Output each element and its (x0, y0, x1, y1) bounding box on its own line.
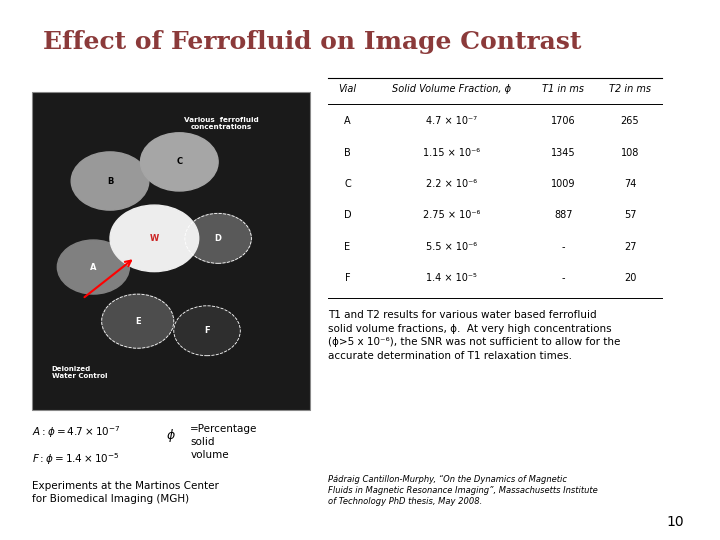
Circle shape (185, 213, 251, 264)
Text: 1.15 × 10⁻⁶: 1.15 × 10⁻⁶ (423, 148, 480, 158)
Text: 57: 57 (624, 211, 636, 220)
Text: T1 in ms: T1 in ms (542, 84, 585, 94)
Text: =Percentage
solid
volume: =Percentage solid volume (190, 424, 258, 460)
Text: 10: 10 (667, 515, 684, 529)
Text: E: E (344, 242, 351, 252)
Text: C: C (176, 157, 182, 166)
Text: Vial: Vial (338, 84, 356, 94)
Text: 27: 27 (624, 242, 636, 252)
Circle shape (110, 205, 199, 272)
Text: T1 and T2 results for various water based ferrofluid
solid volume fractions, ϕ. : T1 and T2 results for various water base… (328, 310, 620, 361)
Circle shape (102, 294, 174, 348)
Text: A: A (90, 262, 96, 272)
Circle shape (140, 133, 218, 191)
Text: $F: \phi = 1.4 \times 10^{-5}$: $F: \phi = 1.4 \times 10^{-5}$ (32, 451, 120, 467)
Text: Deionized
Water Control: Deionized Water Control (52, 366, 107, 379)
Text: -: - (562, 273, 565, 283)
Text: 2.75 × 10⁻⁶: 2.75 × 10⁻⁶ (423, 211, 480, 220)
Text: W: W (150, 234, 159, 243)
Text: C: C (344, 179, 351, 189)
Text: 1.4 × 10⁻⁵: 1.4 × 10⁻⁵ (426, 273, 477, 283)
Text: 2.2 × 10⁻⁶: 2.2 × 10⁻⁶ (426, 179, 477, 189)
Text: $\phi$: $\phi$ (166, 427, 176, 443)
Text: B: B (344, 148, 351, 158)
Text: 265: 265 (621, 117, 639, 126)
Text: A: A (344, 117, 351, 126)
Text: B: B (107, 177, 113, 186)
Text: 887: 887 (554, 211, 572, 220)
Text: 5.5 × 10⁻⁶: 5.5 × 10⁻⁶ (426, 242, 477, 252)
Text: -: - (562, 242, 565, 252)
FancyBboxPatch shape (32, 92, 310, 410)
Text: T2 in ms: T2 in ms (609, 84, 651, 94)
Circle shape (58, 240, 130, 294)
Text: Pádraig Cantillon-Murphy, “On the Dynamics of Magnetic
Fluids in Magnetic Resona: Pádraig Cantillon-Murphy, “On the Dynami… (328, 475, 598, 507)
Text: Experiments at the Martinos Center
for Biomedical Imaging (MGH): Experiments at the Martinos Center for B… (32, 481, 220, 504)
Text: $A: \phi = 4.7 \times 10^{-7}$: $A: \phi = 4.7 \times 10^{-7}$ (32, 424, 121, 440)
Text: Effect of Ferrofluid on Image Contrast: Effect of Ferrofluid on Image Contrast (43, 30, 582, 53)
Text: Solid Volume Fraction, ϕ: Solid Volume Fraction, ϕ (392, 84, 511, 94)
Text: D: D (343, 211, 351, 220)
Text: D: D (215, 234, 222, 243)
Text: E: E (135, 316, 140, 326)
Text: F: F (204, 326, 210, 335)
Text: 1706: 1706 (551, 117, 576, 126)
Circle shape (71, 152, 149, 210)
Text: 74: 74 (624, 179, 636, 189)
Text: 20: 20 (624, 273, 636, 283)
Text: 1345: 1345 (551, 148, 576, 158)
Text: F: F (345, 273, 350, 283)
Text: 1009: 1009 (551, 179, 576, 189)
Text: Various  ferrofluid
concentrations: Various ferrofluid concentrations (184, 117, 258, 130)
Text: 108: 108 (621, 148, 639, 158)
Circle shape (174, 306, 240, 356)
Text: 4.7 × 10⁻⁷: 4.7 × 10⁻⁷ (426, 117, 477, 126)
